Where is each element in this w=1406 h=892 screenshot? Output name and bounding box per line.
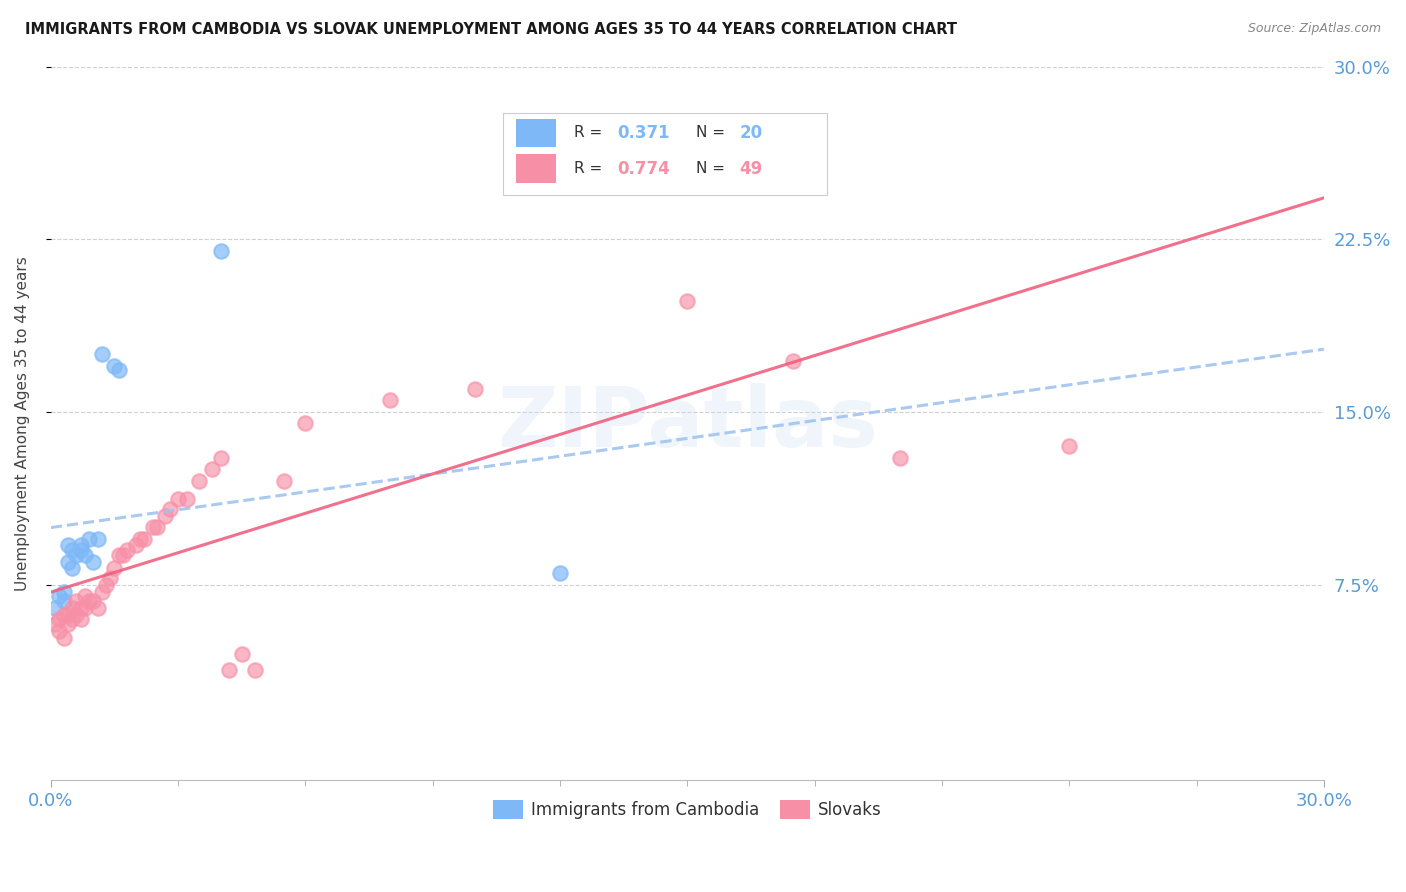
Point <box>176 492 198 507</box>
Point <box>56 539 79 553</box>
Point <box>69 600 91 615</box>
Text: 0.371: 0.371 <box>617 124 671 142</box>
Point <box>146 520 169 534</box>
Point <box>65 593 87 607</box>
Y-axis label: Unemployment Among Ages 35 to 44 years: Unemployment Among Ages 35 to 44 years <box>15 256 30 591</box>
Point <box>52 593 75 607</box>
Text: 0.774: 0.774 <box>617 160 671 178</box>
Point <box>380 393 402 408</box>
Point <box>60 612 83 626</box>
Point <box>159 501 181 516</box>
Point <box>48 624 70 638</box>
Text: R =: R = <box>574 126 607 140</box>
Point <box>44 600 66 615</box>
Point <box>60 543 83 558</box>
Point <box>676 294 699 309</box>
Text: Source: ZipAtlas.com: Source: ZipAtlas.com <box>1247 22 1381 36</box>
FancyBboxPatch shape <box>516 119 557 147</box>
Text: R =: R = <box>574 161 607 176</box>
Point <box>73 600 96 615</box>
Point <box>65 548 87 562</box>
Point <box>115 543 138 558</box>
Point <box>218 663 240 677</box>
Point <box>52 631 75 645</box>
Point <box>134 532 156 546</box>
Point <box>125 539 148 553</box>
Point <box>60 600 83 615</box>
Text: N =: N = <box>696 126 730 140</box>
Point <box>782 354 804 368</box>
Point <box>77 532 100 546</box>
Legend: Immigrants from Cambodia, Slovaks: Immigrants from Cambodia, Slovaks <box>486 793 889 825</box>
Text: ZIPatlas: ZIPatlas <box>496 383 877 464</box>
Point <box>142 520 165 534</box>
Point <box>889 450 911 465</box>
Point <box>592 156 614 170</box>
Point <box>69 539 91 553</box>
Point <box>69 543 91 558</box>
Point <box>243 663 266 677</box>
Point <box>44 616 66 631</box>
Point <box>56 616 79 631</box>
Point <box>56 555 79 569</box>
Point <box>1059 440 1081 454</box>
Point <box>56 607 79 622</box>
Point <box>107 363 129 377</box>
Point <box>188 474 211 488</box>
Point <box>273 474 295 488</box>
Point <box>209 450 232 465</box>
Point <box>98 571 121 585</box>
Point <box>201 462 224 476</box>
Text: 20: 20 <box>740 124 762 142</box>
Point <box>48 589 70 603</box>
Text: IMMIGRANTS FROM CAMBODIA VS SLOVAK UNEMPLOYMENT AMONG AGES 35 TO 44 YEARS CORREL: IMMIGRANTS FROM CAMBODIA VS SLOVAK UNEMP… <box>25 22 957 37</box>
Point <box>209 244 232 258</box>
Point <box>103 359 125 373</box>
Point <box>69 612 91 626</box>
Point <box>107 548 129 562</box>
Point <box>464 382 486 396</box>
Point <box>82 593 104 607</box>
FancyBboxPatch shape <box>516 154 557 183</box>
Point <box>94 577 117 591</box>
Point <box>167 492 190 507</box>
Point <box>52 607 75 622</box>
Point <box>65 607 87 622</box>
Point <box>52 584 75 599</box>
Point <box>86 600 108 615</box>
Point <box>111 548 134 562</box>
Point <box>73 548 96 562</box>
Point <box>129 532 152 546</box>
Point <box>48 612 70 626</box>
Text: 49: 49 <box>740 160 763 178</box>
Point <box>90 347 112 361</box>
Text: N =: N = <box>696 161 730 176</box>
Point <box>231 647 253 661</box>
Point <box>73 589 96 603</box>
Point <box>155 508 177 523</box>
FancyBboxPatch shape <box>503 113 827 195</box>
Point <box>82 555 104 569</box>
Point <box>90 584 112 599</box>
Point <box>294 417 316 431</box>
Point <box>86 532 108 546</box>
Point <box>103 561 125 575</box>
Point <box>60 561 83 575</box>
Point <box>77 593 100 607</box>
Point <box>548 566 571 580</box>
